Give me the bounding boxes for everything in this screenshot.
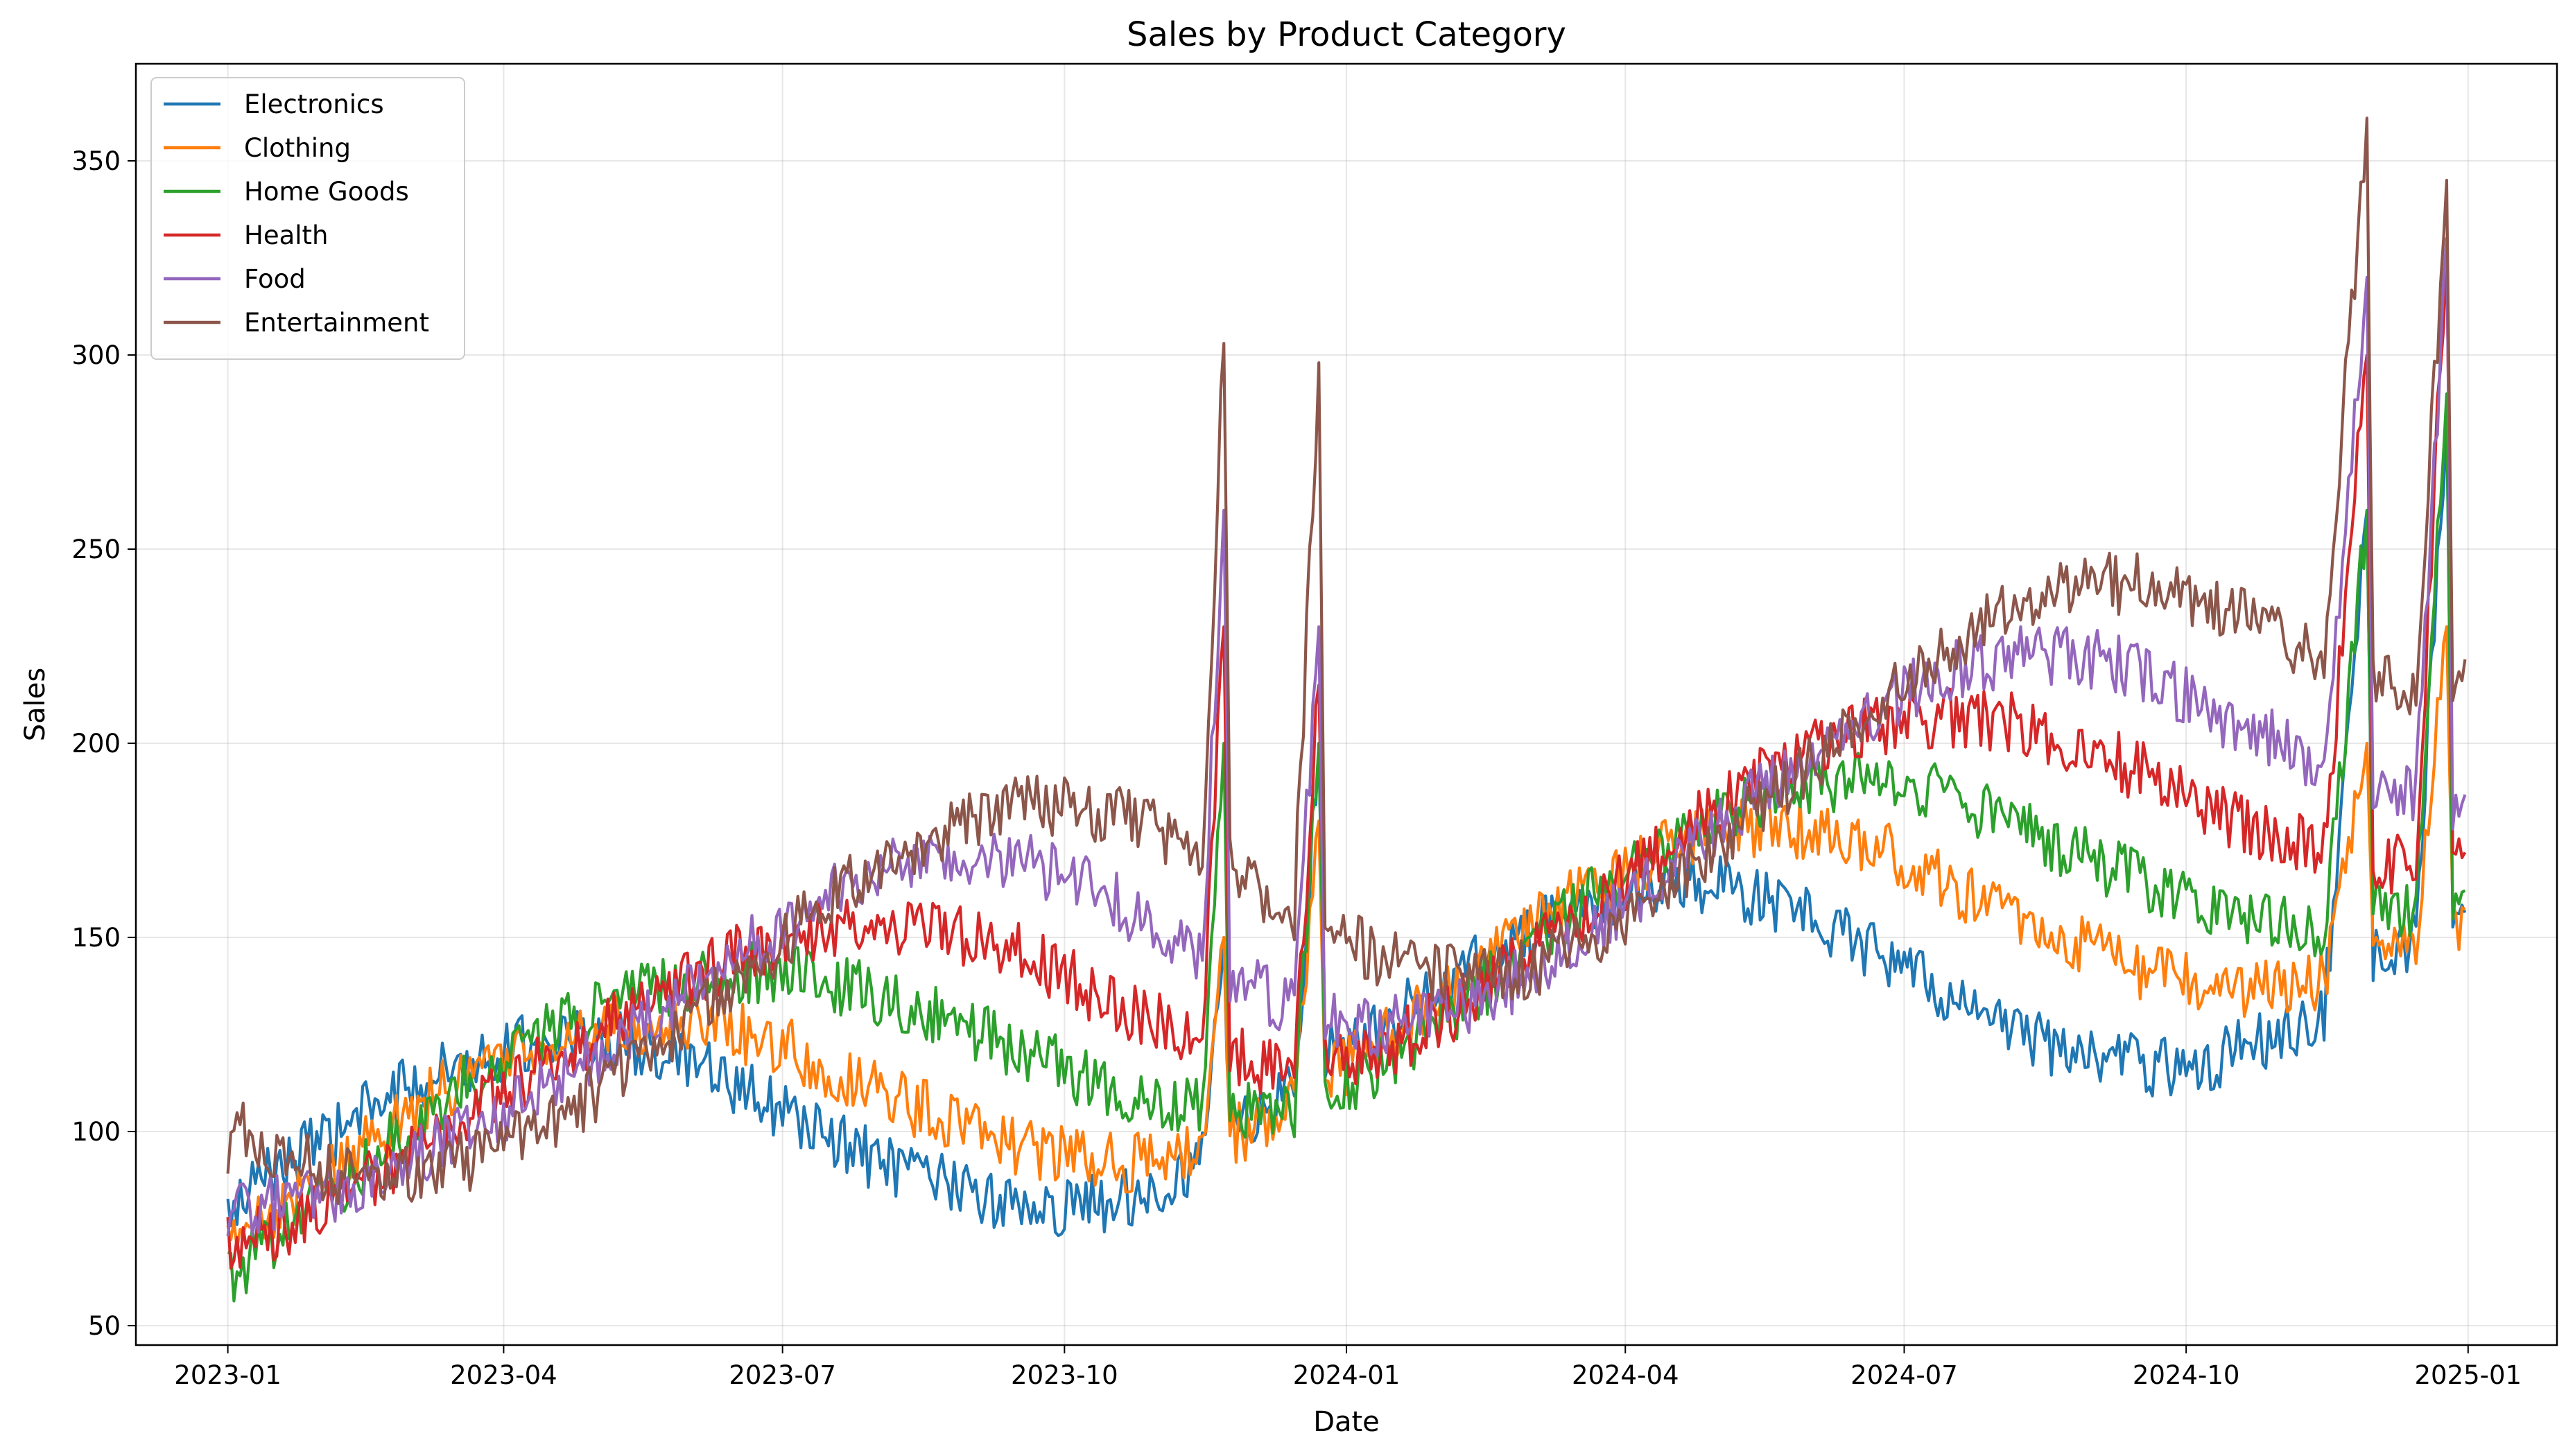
x-tick-label: 2024-04 bbox=[1572, 1360, 1679, 1390]
y-tick-label: 300 bbox=[71, 340, 121, 370]
x-tick-label: 2024-01 bbox=[1293, 1360, 1401, 1390]
chart-title: Sales by Product Category bbox=[1127, 15, 1566, 54]
y-tick-label: 150 bbox=[71, 923, 121, 953]
y-tick-label: 350 bbox=[71, 146, 121, 176]
x-tick-label: 2023-01 bbox=[174, 1360, 281, 1390]
x-tick-label: 2024-10 bbox=[2133, 1360, 2240, 1390]
legend-label: Entertainment bbox=[244, 308, 429, 338]
legend-label: Health bbox=[244, 220, 329, 250]
y-tick-label: 50 bbox=[88, 1311, 121, 1341]
x-tick-label: 2023-07 bbox=[729, 1360, 836, 1390]
series-line-entertainment bbox=[226, 116, 2467, 1205]
x-tick-label: 2023-04 bbox=[450, 1360, 557, 1390]
y-tick-label: 100 bbox=[71, 1117, 121, 1147]
axis-ticks: 50 100 150 200 250 300 350 2023-01 2023-04 2023-0… bbox=[71, 146, 2522, 1390]
legend-box bbox=[150, 77, 465, 360]
legend: Electronics Clothing Home Goods Health Food E… bbox=[150, 77, 465, 360]
series-line-food bbox=[226, 236, 2467, 1237]
series-group bbox=[226, 116, 2467, 1303]
x-tick-label: 2023-10 bbox=[1011, 1360, 1118, 1390]
y-tick-label: 250 bbox=[71, 535, 121, 564]
y-tick-label: 200 bbox=[71, 729, 121, 759]
y-axis-label: Sales bbox=[19, 668, 51, 741]
x-axis-label: Date bbox=[1313, 1406, 1380, 1438]
x-tick-label: 2024-07 bbox=[1850, 1360, 1958, 1390]
legend-label: Electronics bbox=[244, 89, 384, 119]
series-line-health bbox=[226, 236, 2467, 1270]
plot-frame bbox=[135, 62, 2558, 1346]
legend-label: Food bbox=[244, 264, 306, 294]
x-tick-label: 2025-01 bbox=[2415, 1360, 2522, 1390]
legend-label: Clothing bbox=[244, 133, 351, 163]
legend-label: Home Goods bbox=[244, 177, 409, 207]
